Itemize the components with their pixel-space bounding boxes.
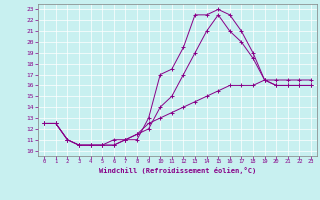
X-axis label: Windchill (Refroidissement éolien,°C): Windchill (Refroidissement éolien,°C) [99,167,256,174]
